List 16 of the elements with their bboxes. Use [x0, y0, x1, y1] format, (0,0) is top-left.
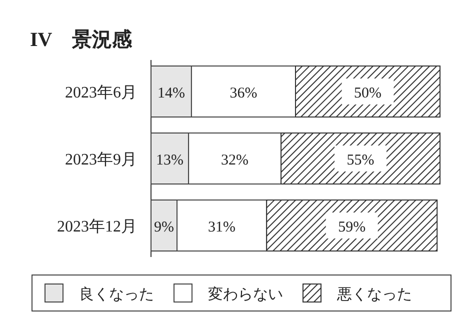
- chart-title: IV 景況感: [30, 28, 133, 51]
- data-label: 31%: [208, 220, 236, 236]
- data-label: 59%: [338, 220, 366, 236]
- legend-label: 変わらない: [208, 286, 283, 303]
- y-tick-label: 2023年6月: [65, 84, 137, 102]
- data-label: 13%: [156, 152, 184, 168]
- data-label: 9%: [154, 220, 174, 236]
- data-label: 32%: [221, 152, 249, 168]
- legend-label: 良くなった: [79, 286, 154, 303]
- y-tick-label: 2023年12月: [57, 218, 137, 236]
- data-label: 14%: [157, 86, 185, 102]
- y-tick-label: 2023年9月: [65, 152, 137, 168]
- data-label: 36%: [230, 86, 258, 102]
- legend-label: 悪くなった: [336, 287, 412, 303]
- data-label: 55%: [346, 152, 374, 168]
- data-label: 50%: [354, 86, 382, 102]
